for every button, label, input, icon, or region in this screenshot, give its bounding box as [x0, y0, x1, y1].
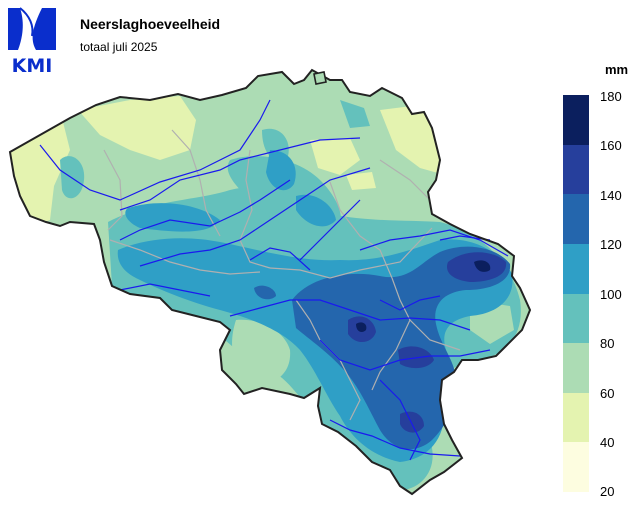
legend-tick-label: 80: [600, 336, 615, 351]
legend-tick-label: 140: [600, 188, 622, 203]
map-title: Neerslaghoeveelheid: [80, 16, 221, 32]
legend-tick-label: 40: [600, 435, 615, 450]
legend-tick-label: 120: [600, 237, 622, 252]
legend-unit: mm: [605, 62, 629, 77]
kmi-logo: KMI: [6, 6, 58, 77]
legend-swatch-100-120: [563, 243, 589, 294]
legend-tick-label: 160: [600, 138, 622, 153]
baarle-enclave: [313, 71, 327, 85]
legend-swatch-20-40: [563, 442, 589, 492]
precipitation-map: [9, 69, 531, 495]
kmi-logo-mark: [8, 7, 56, 50]
legend-tick-label: 20: [600, 484, 615, 499]
legend-colorbar: [563, 95, 589, 492]
legend-swatch-120-140: [563, 194, 589, 244]
legend-tick-label: 60: [600, 386, 615, 401]
legend-swatch-140-160: [563, 144, 589, 195]
legend-tick-label: 180: [600, 89, 622, 104]
province-borders: [103, 129, 461, 421]
legend-tick-label: 100: [600, 287, 622, 302]
map-subtitle: totaal juli 2025: [80, 40, 158, 54]
legend-swatch-160-180: [563, 95, 589, 145]
legend-swatch-80-100: [563, 293, 589, 344]
precipitation-fill: [10, 70, 530, 494]
legend-swatch-40-60: [563, 392, 589, 443]
legend-swatch-60-80: [563, 343, 589, 393]
rivers: [39, 99, 509, 461]
kmi-logo-text: KMI: [11, 55, 53, 77]
